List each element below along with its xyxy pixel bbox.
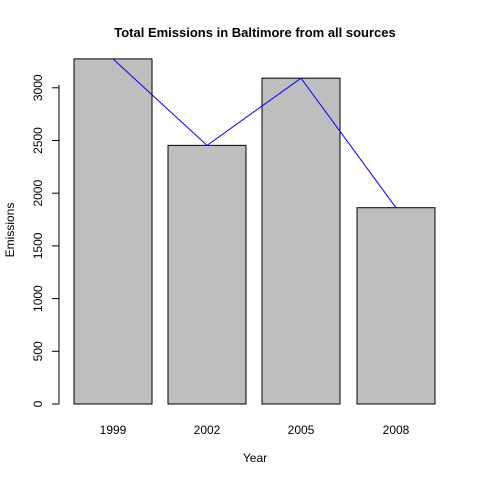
x-axis-label: Year	[243, 451, 267, 465]
x-tick-label-1999: 1999	[100, 423, 127, 437]
x-tick-label-2002: 2002	[194, 423, 221, 437]
bar-2005	[261, 77, 341, 405]
y-tick-label-3000: 3000	[31, 74, 45, 101]
y-tick-label-2500: 2500	[31, 127, 45, 154]
y-tick-label-1500: 1500	[31, 232, 45, 259]
bar-2002	[167, 144, 247, 405]
x-axis-labels: 1999 2002 2005 2008	[100, 423, 410, 437]
x-tick-label-2005: 2005	[288, 423, 315, 437]
bar-1999	[73, 58, 153, 405]
emissions-trend-line	[112, 58, 397, 209]
y-tick-label-0: 0	[31, 400, 45, 407]
y-tick-label-500: 500	[31, 341, 45, 361]
y-axis-ticks: 0 500 1000 1500 2000 2500 3000	[31, 74, 59, 407]
bars-group	[73, 58, 436, 405]
y-axis-label: Emissions	[3, 203, 17, 258]
chart-title: Total Emissions in Baltimore from all so…	[114, 25, 396, 40]
bar-2008	[356, 207, 436, 405]
x-tick-label-2008: 2008	[383, 423, 410, 437]
y-tick-label-2000: 2000	[31, 180, 45, 207]
y-tick-label-1000: 1000	[31, 285, 45, 312]
